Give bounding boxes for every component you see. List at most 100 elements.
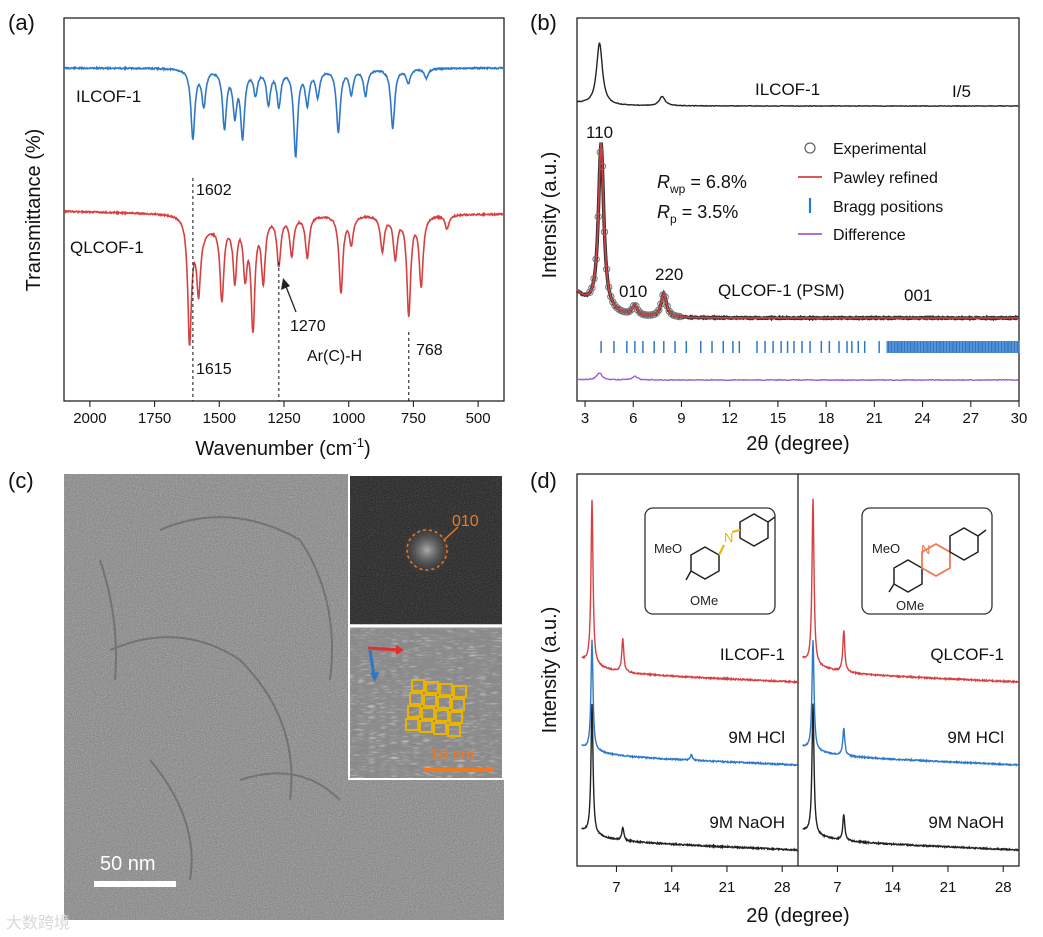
lattice-cell — [409, 692, 423, 705]
experimental-point — [611, 301, 619, 310]
panel-b-x-tick-label: 18 — [818, 410, 835, 427]
label-qlcof-1: QLCOF-1 — [70, 238, 144, 257]
panel-d-x-tick-label: 21 — [940, 879, 957, 896]
imine-meo: MeO — [654, 541, 682, 556]
series-ilcof-1 — [577, 42, 1019, 108]
d-left-label-0: ILCOF-1 — [720, 645, 785, 664]
d-right-series-2 — [802, 703, 1020, 852]
panel-b-x-tick-label: 30 — [1011, 410, 1028, 427]
legend-experimental-marker — [804, 142, 816, 154]
panel-b-ilcof-label: ILCOF-1 — [755, 80, 820, 99]
experimental-point — [630, 302, 638, 310]
inset-border — [348, 474, 504, 780]
panel-d-ylabel: Intensity (a.u.) — [539, 607, 561, 734]
panel-b-scale-label: I/5 — [952, 82, 971, 101]
panel-b-x-tick-label: 6 — [629, 410, 637, 427]
peak-001-label: 001 — [904, 286, 932, 305]
panel-b-xlabel: 2θ (degree) — [746, 433, 849, 455]
panel-b-sample-label: QLCOF-1 (PSM) — [718, 281, 845, 300]
lattice-cell — [451, 698, 465, 711]
d-right-series-1 — [802, 640, 1019, 768]
annot-1270: 1270 — [290, 318, 326, 335]
panel-a-series-1 — [63, 209, 505, 346]
panel-a-x-tick-label: 750 — [401, 410, 426, 427]
quinoline-methyl — [977, 529, 987, 537]
panel-b-ylabel: Intensity (a.u.) — [539, 152, 561, 279]
experimental-point — [665, 307, 673, 315]
d-left-label-2: 9M NaOH — [709, 813, 785, 832]
panel-a-xlabel: Wavenumber (cm-1) — [195, 435, 370, 460]
quinoline-n: N — [921, 542, 930, 557]
red-arrow-head — [396, 645, 404, 655]
rp-label: Rp = 3.5% — [657, 202, 738, 226]
quinoline-ome: OMe — [896, 598, 924, 613]
quinoline-structure-box — [861, 507, 993, 615]
d-left-series-0 — [581, 499, 799, 685]
legend-difference: Difference — [833, 227, 906, 244]
panel-d-x-tick-label: 7 — [612, 879, 620, 896]
lattice-cell — [419, 720, 433, 733]
annot-768: 768 — [416, 342, 443, 359]
panel-d-x-tick-label: 21 — [719, 879, 736, 896]
legend-pawley: Pawley refined — [833, 170, 938, 187]
panel-b-x-ticks: 3 6 9 12 15 18 21 24 27 30 — [581, 401, 1027, 427]
lattice-cell — [425, 681, 439, 694]
legend-bragg: Bragg positions — [833, 199, 943, 216]
red-axis-arrow — [367, 646, 401, 652]
panel-a: (a) 2000 1750 1500 1250 1000 750 500 Wavenumbe… — [8, 10, 505, 460]
quinoline-methyl-2 — [888, 583, 895, 593]
quinoline-meo: MeO — [872, 541, 900, 556]
panel-b-x-tick-label: 12 — [721, 410, 738, 427]
blue-arrow-head — [370, 672, 379, 682]
quinoline-structure: N MeO OMe — [861, 507, 993, 615]
tem-flake-edges — [99, 516, 341, 881]
imine-bond-2 — [731, 529, 741, 533]
lattice-cell — [433, 722, 447, 735]
imine-n: N — [724, 530, 733, 545]
panel-a-x-ticks: 2000 1750 1500 1250 1000 750 500 — [73, 401, 491, 427]
panel-d-xlabel: 2θ (degree) — [746, 905, 849, 927]
imine-bond — [718, 544, 725, 556]
lattice-cell — [411, 679, 425, 692]
panel-c-letter: (c) — [8, 468, 34, 493]
fft-010-ring — [406, 529, 448, 571]
panel-a-x-tick-label: 1750 — [138, 410, 171, 427]
panel-d-x-tick-label: 28 — [995, 879, 1012, 896]
legend-experimental: Experimental — [833, 141, 926, 158]
panel-d-x-tick-label: 28 — [774, 879, 791, 896]
lattice-cell — [437, 696, 451, 709]
experimental-point — [586, 288, 594, 296]
experimental-point — [588, 284, 596, 292]
lattice-cell — [453, 685, 467, 698]
imine-structure: N MeO OMe — [644, 507, 776, 615]
panel-b-frame — [576, 17, 1020, 402]
panel-d-series-labels: ILCOF-1 9M HCl 9M NaOH QLCOF-1 9M HCl 9M NaOH — [709, 645, 1004, 832]
panel-d-letter: (d) — [530, 468, 557, 493]
panel-b-x-tick-label: 15 — [770, 410, 787, 427]
lattice-cell — [407, 705, 421, 718]
panel-b-legend: Experimental Pawley refined Bragg positi… — [798, 141, 943, 244]
experimental-point — [636, 308, 644, 317]
panel-b-curves — [575, 42, 1019, 382]
d-left-label-1: 9M HCl — [728, 728, 785, 747]
panel-d-x-tick-label: 7 — [833, 879, 841, 896]
panel-b-x-tick-label: 21 — [866, 410, 883, 427]
annot-1602: 1602 — [196, 182, 232, 199]
panel-c: (c) 010 10 nm 50 nm — [8, 468, 504, 920]
panel-a-curves — [63, 65, 505, 346]
annot-arrow-1270 — [284, 283, 297, 313]
series-pawley — [576, 142, 1019, 319]
lattice-cell — [449, 711, 463, 724]
imine-methyl — [767, 516, 776, 523]
lattice-cell — [423, 694, 437, 707]
d-right-label-2: 9M NaOH — [928, 813, 1004, 832]
scale-bar-label: 50 nm — [100, 853, 156, 875]
d-right-label-0: QLCOF-1 — [930, 645, 1004, 664]
d-left-series-2 — [581, 703, 798, 852]
panel-a-letter: (a) — [8, 10, 35, 35]
fft-label-pointer — [443, 526, 459, 541]
lattice-cell — [435, 709, 449, 722]
hrtem-fringes — [350, 629, 502, 778]
lattice-cell — [405, 718, 419, 731]
